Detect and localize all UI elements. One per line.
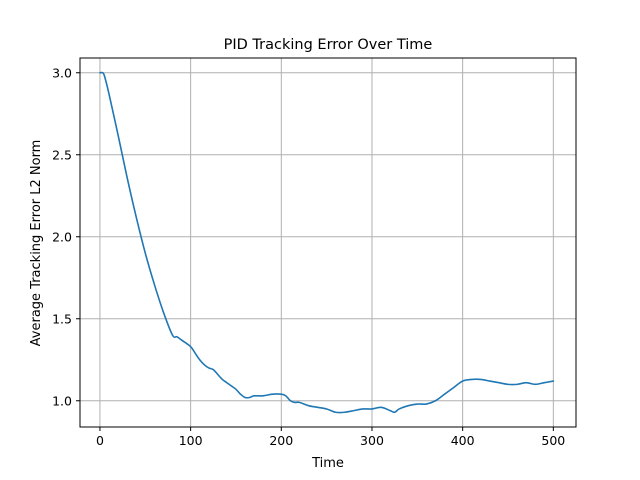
- series-layer: [99, 71, 555, 414]
- ticks: 0 100 200 300 400 500 1.0 1.5 2.0 2.5 3.0: [52, 65, 565, 448]
- x-tick-label: 300: [360, 433, 384, 448]
- y-tick-label: 3.0: [52, 65, 72, 80]
- plot-frame: [79, 57, 577, 428]
- grid: [80, 58, 576, 427]
- x-tick-label: 0: [96, 433, 104, 448]
- y-tick-label: 2.0: [52, 229, 72, 244]
- y-axis-label: Average Tracking Error L2 Norm: [29, 140, 44, 347]
- series-line: [99, 71, 555, 414]
- x-axis-label: Time: [311, 456, 344, 471]
- x-tick-label: 500: [541, 433, 565, 448]
- chart-title: PID Tracking Error Over Time: [224, 37, 433, 53]
- x-tick-label: 400: [451, 433, 475, 448]
- y-tick-label: 1.0: [52, 393, 72, 408]
- x-tick-label: 200: [269, 433, 293, 448]
- y-tick-label: 1.5: [52, 311, 72, 326]
- x-tick-label: 100: [179, 433, 203, 448]
- y-tick-label: 2.5: [52, 147, 72, 162]
